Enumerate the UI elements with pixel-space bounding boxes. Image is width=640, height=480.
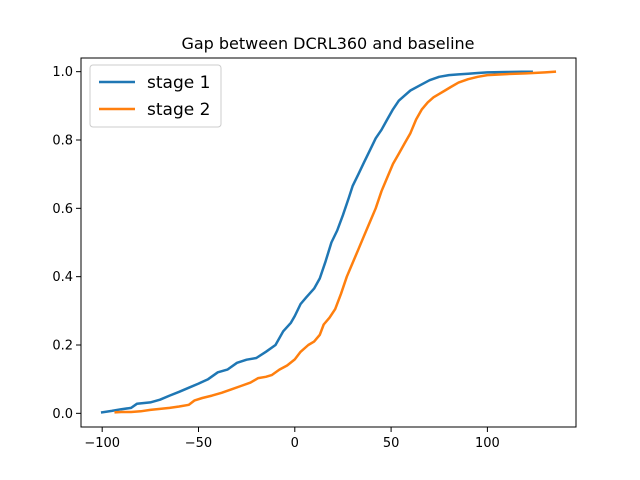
y-tick-label: 1.0 bbox=[52, 65, 73, 80]
x-tick-label: 50 bbox=[383, 436, 400, 451]
series-line-2 bbox=[114, 70, 557, 414]
y-tick-label: 0.4 bbox=[52, 270, 73, 285]
x-tick-label: 100 bbox=[475, 436, 500, 451]
legend: stage 1 stage 2 bbox=[89, 64, 222, 128]
x-tick-label: 0 bbox=[291, 436, 299, 451]
x-tick-label: −50 bbox=[185, 436, 212, 451]
plot-frame bbox=[80, 57, 577, 428]
series-layer bbox=[100, 70, 557, 414]
y-tick-label: 0.6 bbox=[52, 202, 73, 217]
y-tick-label: 0.0 bbox=[52, 407, 73, 422]
legend-box bbox=[89, 64, 222, 128]
chart-title: Gap between DCRL360 and baseline bbox=[181, 34, 474, 53]
legend-label-1: stage 1 bbox=[147, 73, 210, 93]
y-tick-label: 0.8 bbox=[52, 134, 73, 149]
y-tick-label: 0.2 bbox=[52, 339, 73, 354]
axis-layer: −100 −50 0 50 100 0.0 0.2 0.4 0.6 0.8 1.0 bbox=[52, 65, 500, 451]
series-line-1 bbox=[100, 70, 533, 414]
x-tick-label: −100 bbox=[84, 436, 120, 451]
legend-label-2: stage 2 bbox=[147, 100, 210, 120]
